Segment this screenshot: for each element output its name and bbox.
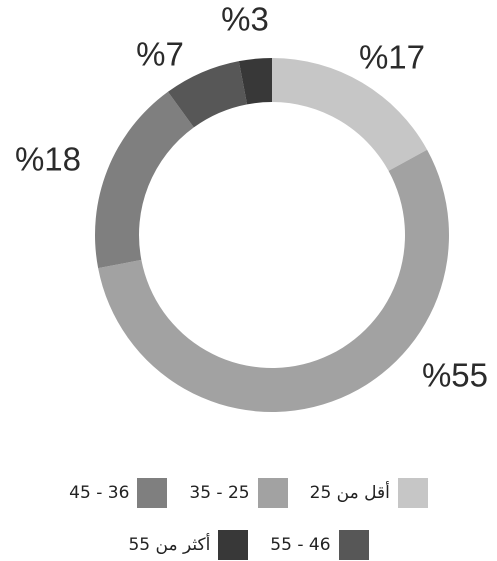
data-label: %7 [136,36,184,73]
legend-label: 25 - 35 [189,483,250,503]
legend-item: أقل من 25 [310,478,428,508]
legend-item: أكثر من 55 [128,530,249,560]
legend: 46 - 55 أكثر من 55 [0,530,497,560]
data-label: %18 [15,141,81,178]
donut-segment [238,58,272,105]
legend: أقل من 25 25 - 35 36 - 45 [0,478,497,508]
legend-swatch [397,478,428,508]
donut-segment [167,61,248,128]
legend-label: 46 - 55 [270,535,331,555]
legend-label: 36 - 45 [69,483,130,503]
donut-segment [98,149,449,412]
legend-item: 36 - 45 [69,478,168,508]
legend-swatch [218,530,249,560]
legend-swatch [137,478,168,508]
data-label: %55 [422,357,488,394]
legend-swatch [338,530,369,560]
data-label: %3 [221,1,269,38]
data-label: %17 [359,39,425,76]
donut-segment [272,58,428,171]
legend-label: أقل من 25 [309,483,390,503]
legend-item: 25 - 35 [189,478,288,508]
chart: %17 %55 %18 %7 %3 [15,1,488,412]
legend-swatch [257,478,288,508]
legend-item: 46 - 55 [270,530,369,560]
donut-segment [95,91,194,269]
legend-label: أكثر من 55 [128,535,211,555]
